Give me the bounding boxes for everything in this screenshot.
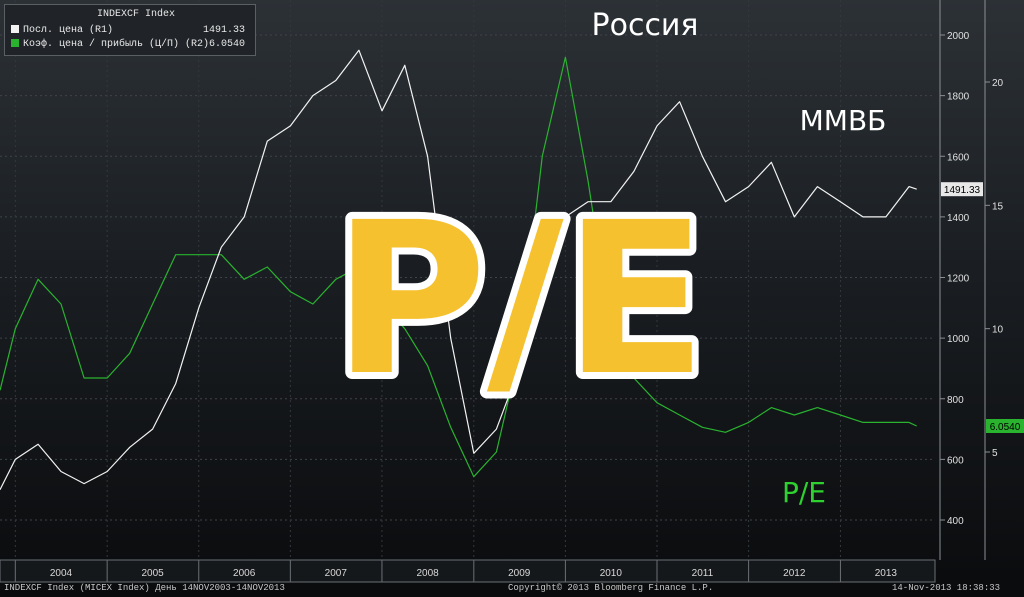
x-axis-band [0, 559, 936, 583]
left-axis-tick-label: 1000 [947, 334, 970, 345]
x-axis-tick-label: 2009 [508, 568, 531, 579]
legend-label-pe: Коэф. цена / прибыль (Ц/П) (R2) [23, 39, 210, 50]
left-axis-tick-label: 1200 [947, 274, 970, 285]
series-annotation-micex: ММВБ [800, 104, 887, 137]
x-axis-tick-label: 2007 [325, 568, 348, 579]
footer-timestamp: 14-Nov-2013 18:38:33 [892, 583, 1001, 593]
left-axis-tick-label: 800 [947, 395, 964, 406]
legend-swatch-pe [11, 39, 19, 47]
x-axis-tick-label: 2011 [692, 568, 714, 579]
x-axis-tick-label: 2010 [600, 568, 623, 579]
x-axis-tick-label: 2006 [233, 568, 256, 579]
right-axis-tick-label: 15 [992, 201, 1004, 212]
x-axis-tick-label: 2013 [875, 568, 898, 579]
legend-value-pe: 6.0540 [208, 39, 245, 50]
legend-value-price: 1491.33 [202, 25, 245, 36]
chart-title: Россия [592, 8, 699, 43]
last-value-label-micex: 1491.33 [944, 185, 981, 196]
series-line-pe [0, 56, 917, 478]
right-axis-tick-label: 20 [992, 78, 1004, 89]
last-value-label-pe: 6.0540 [990, 422, 1021, 433]
series-line-micex [0, 49, 917, 490]
left-axis-tick-label: 1600 [947, 152, 970, 163]
left-axis-tick-label: 1400 [947, 213, 970, 224]
x-axis-tick-label: 2012 [783, 568, 806, 579]
series-annotation-pe: P/E [782, 476, 826, 509]
legend-row-pe: Коэф. цена / прибыль (Ц/П) (R2) 6.0540 [11, 39, 249, 50]
left-axis-tick-label: 600 [947, 455, 964, 466]
footer-copyright: Copyright© 2013 Bloomberg Finance L.P. [508, 583, 714, 593]
x-axis-tick-label: 2008 [417, 568, 440, 579]
legend-header: INDEXCF Index [97, 9, 176, 20]
right-axis-tick-label: 10 [992, 325, 1004, 336]
legend-swatch-price [11, 25, 19, 33]
x-axis-tick-label: 2004 [50, 568, 73, 579]
last-value-marker-pe [986, 419, 1024, 434]
last-value-marker-micex [941, 182, 983, 197]
legend-label-price: Посл. цена (R1) [23, 25, 114, 36]
left-axis-tick-label: 1800 [947, 92, 970, 103]
footer-ticker: INDEXCF Index (MICEX Index) День 14NOV20… [4, 583, 285, 593]
x-axis-tick-label: 2005 [141, 568, 164, 579]
left-axis-tick-label: 2000 [947, 31, 970, 42]
legend-row-price: Посл. цена (R1) 1491.33 [11, 25, 249, 36]
overlay-title: P/E [333, 177, 707, 422]
left-axis-tick-label: 400 [947, 516, 964, 527]
legend-box: INDEXCF Index Посл. цена (R1) 1491.33 Ко… [4, 4, 256, 56]
right-axis-tick-label: 5 [992, 448, 998, 459]
